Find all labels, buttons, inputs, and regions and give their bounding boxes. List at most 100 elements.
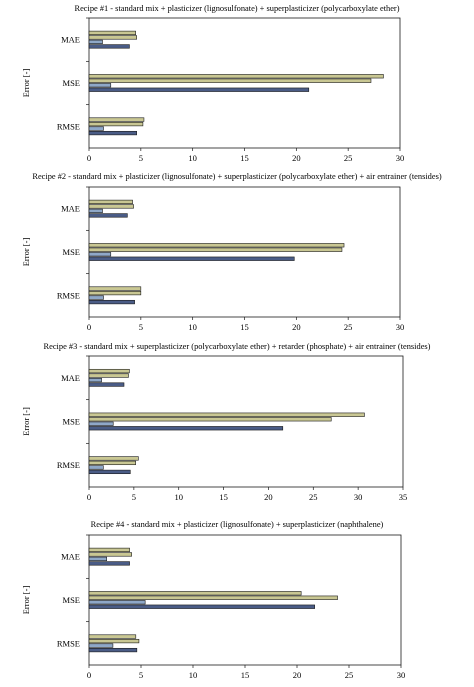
y-tick-label: RMSE [57,290,80,300]
bar [88,35,137,40]
x-tick-label: 25 [309,492,318,502]
bar [88,130,137,136]
bar [88,382,125,387]
bar [88,243,345,248]
bar-chart: 0 5 10 15 20 25 30 MAE MSE RMSE Error [-] [21,186,405,332]
bar [88,126,104,131]
bar [88,373,129,378]
plot-area [88,186,401,318]
bar [88,604,315,609]
y-tick-label: RMSE [57,638,80,648]
x-tick-label: 25 [344,153,353,163]
bar [88,638,140,644]
x-tick-label: 10 [174,492,183,502]
y-axis-label: Error [-] [21,69,31,98]
x-tick-label: 30 [396,153,405,163]
bar [88,643,114,648]
bar [88,465,104,470]
bar [88,295,104,300]
y-tick-label: MAE [61,552,80,562]
y-tick-label: MSE [63,595,80,605]
bar [88,460,136,466]
x-tick-label: 20 [292,322,301,332]
chart-title: Recipe #1 - standard mix + plasticizer (… [74,4,400,13]
bar [88,600,146,605]
x-tick-label: 10 [188,322,197,332]
x-tick-label: 15 [240,153,249,163]
bar [88,456,139,461]
chart-panel-1: Recipe #1 - standard mix + plasticizer (… [0,0,474,170]
bar [88,290,142,296]
bar [88,121,144,127]
y-tick-label: MAE [61,204,80,214]
bar [88,299,135,305]
x-tick-label: 20 [292,153,301,163]
bar [88,199,133,205]
x-tick-label: 15 [241,670,250,680]
chart-panel-4: Recipe #4 - standard mix + plasticizer (… [0,516,474,687]
plot-area [88,355,404,488]
bar [88,252,112,257]
x-tick-label: 30 [396,322,405,332]
x-tick-label: 35 [399,492,408,502]
bar [88,368,130,374]
x-tick-label: 15 [219,492,228,502]
x-tick-label: 5 [139,153,143,163]
bar [88,39,103,45]
bar [88,30,136,36]
chart-panel-3: Recipe #3 - standard mix + superplastici… [0,338,474,518]
x-tick-label: 5 [139,322,143,332]
bar-chart: 0 5 10 15 20 25 30 MAE MSE RMSE Error [-] [21,534,406,680]
bar [88,247,343,252]
bar-chart: 0 5 10 15 20 25 30 MAE MSE RMSE Error [-] [21,17,405,163]
bar [88,412,365,417]
bar [88,87,310,92]
bar [88,647,138,653]
chart-title: Recipe #2 - standard mix + plasticizer (… [32,172,442,181]
chart-panel-2: Recipe #2 - standard mix + plasticizer (… [0,168,474,338]
x-tick-label: 10 [188,153,197,163]
y-axis-label: Error [-] [21,407,31,436]
bar [88,256,295,261]
bar [88,44,130,49]
x-tick-label: 15 [240,322,249,332]
x-tick-label: 30 [397,670,406,680]
chart-title: Recipe #4 - standard mix + plasticizer (… [90,520,384,529]
bar [88,556,107,562]
x-tick-label: 5 [139,670,143,680]
bar [88,208,103,214]
plot-area [88,534,402,666]
bar [88,552,132,557]
bar-chart: 0 5 10 15 20 25 30 35 MAE MSE RMSE Error [-] [21,355,408,502]
y-axis-label: Error [-] [21,586,31,615]
bar [88,634,137,639]
bar [88,426,284,431]
bar [88,286,142,291]
x-tick-label: 0 [87,153,91,163]
y-tick-label: MSE [63,78,80,88]
x-tick-label: 30 [354,492,363,502]
y-tick-label: MAE [61,373,80,383]
bar [88,83,112,88]
bar [88,117,145,122]
bar [88,74,384,79]
bar [88,595,338,600]
y-tick-label: MSE [63,417,80,427]
bar [88,417,332,422]
bar [88,591,302,596]
bar [88,377,102,383]
x-tick-label: 10 [189,670,198,680]
x-tick-label: 0 [87,322,91,332]
bar [88,204,134,209]
x-tick-label: 0 [87,670,91,680]
y-tick-label: MSE [63,247,80,257]
bar [88,547,130,553]
y-tick-label: RMSE [57,121,80,131]
bar [88,78,372,83]
y-tick-label: RMSE [57,460,80,470]
chart-title: Recipe #3 - standard mix + superplastici… [43,342,431,351]
bar [88,561,130,566]
x-tick-label: 25 [345,670,354,680]
bar [88,469,131,475]
y-tick-label: MAE [61,35,80,45]
